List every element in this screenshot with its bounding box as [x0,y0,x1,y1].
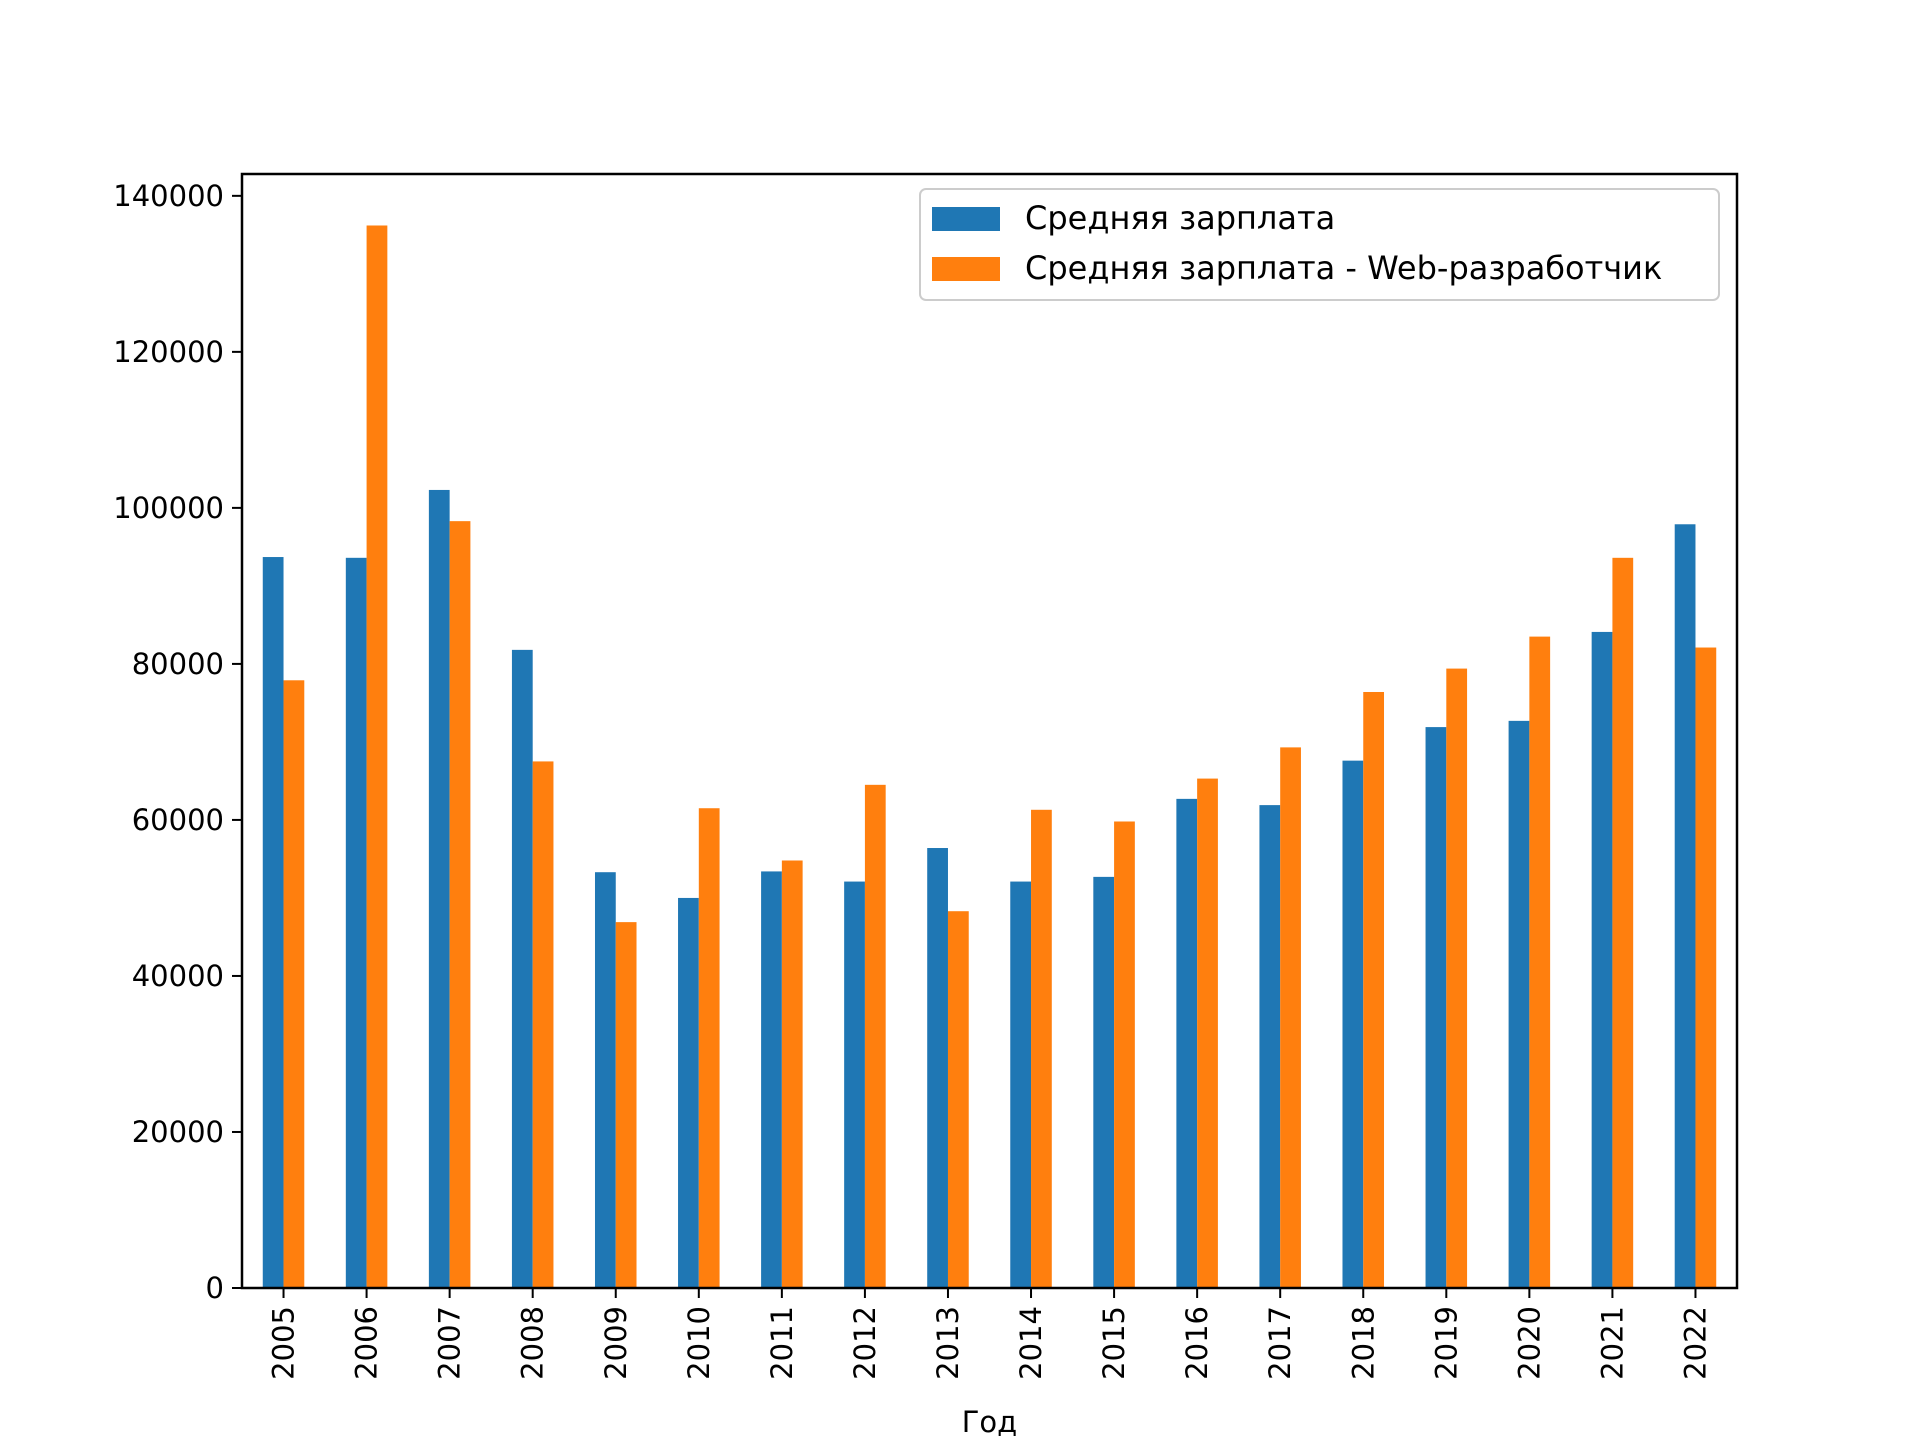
bar-avg-2007 [428,489,450,1288]
legend-swatch-web [932,257,1000,281]
x-tick-label: 2017 [1263,1306,1297,1380]
x-tick-label: 2005 [267,1306,301,1380]
y-tick-label: 20000 [132,1115,224,1149]
x-axis-title: Год [962,1405,1017,1439]
bar-web-2019 [1446,668,1468,1288]
bar-web-2016 [1197,778,1218,1288]
x-tick-label: 2020 [1512,1306,1546,1380]
bar-avg-2022 [1674,524,1696,1288]
axes-layer: 0 20000 40000 60000 80000 100000 120000 140000 2… [113,172,1739,1380]
legend-label-web: Средняя зарплата - Web-разработчик [1025,249,1662,287]
x-tick-label: 2013 [931,1306,965,1380]
y-tick-label: 120000 [113,335,224,369]
bar-avg-2021 [1591,631,1613,1288]
bar-avg-2005 [262,557,284,1288]
x-tick-label: 2012 [848,1306,882,1380]
bar-avg-2012 [844,881,865,1288]
bar-web-2010 [698,808,720,1288]
y-tick-label: 40000 [132,959,224,993]
legend: Средняя зарплата Средняя зарплата - Web-р… [919,188,1720,301]
x-tick-label: 2006 [350,1306,384,1380]
bar-avg-2016 [1176,798,1198,1288]
bar-web-2022 [1695,647,1717,1288]
bar-web-2020 [1529,636,1551,1288]
bar-web-2006 [366,225,388,1288]
x-tick-label: 2022 [1678,1306,1712,1380]
bar-web-2011 [781,860,803,1288]
x-tick-label: 2021 [1595,1306,1629,1380]
y-tick-label: 140000 [113,179,224,213]
legend-frame [919,188,1720,301]
x-tick-label: 2014 [1014,1306,1048,1380]
bar-web-2005 [283,680,305,1288]
axes-frame [240,172,1739,1290]
bar-web-2017 [1280,747,1301,1288]
y-tick-label: 80000 [132,647,224,681]
bar-web-2014 [1031,809,1052,1288]
x-tick-label: 2009 [599,1306,633,1380]
x-tick-label: 2008 [516,1306,550,1380]
bar-avg-2017 [1259,805,1281,1288]
x-tick-label: 2019 [1429,1306,1463,1380]
bar-web-2021 [1612,557,1634,1288]
bar-avg-2013 [927,848,948,1288]
x-tick-label: 2015 [1097,1306,1131,1380]
bar-avg-2009 [594,872,616,1288]
x-tick-label: 2011 [765,1306,799,1380]
bar-avg-2014 [1010,881,1032,1288]
x-tick-label: 2007 [433,1306,467,1380]
bar-avg-2019 [1425,727,1447,1288]
bar-avg-2011 [761,871,782,1288]
bars-layer [262,225,1717,1288]
x-tick-label: 2016 [1180,1306,1214,1380]
bar-avg-2008 [511,649,533,1288]
bar-avg-2006 [345,557,367,1288]
legend-label-avg: Средняя зарплата [1025,199,1335,237]
bar-web-2007 [449,521,471,1288]
bar-web-2018 [1363,691,1385,1288]
bar-web-2009 [615,922,637,1288]
bar-avg-2010 [678,897,699,1288]
x-tick-label: 2010 [682,1306,716,1380]
y-tick-label: 100000 [113,491,224,525]
bar-avg-2015 [1093,876,1115,1288]
bar-web-2012 [864,784,886,1288]
bar-avg-2020 [1508,720,1530,1288]
y-tick-label: 60000 [132,803,224,837]
bar-web-2008 [532,761,554,1288]
x-tick-label: 2018 [1346,1306,1380,1380]
bar-web-2013 [947,911,969,1288]
y-tick-label: 0 [206,1271,224,1305]
bar-web-2015 [1114,821,1135,1288]
legend-swatch-avg [932,207,1000,231]
bar-avg-2018 [1342,760,1364,1288]
